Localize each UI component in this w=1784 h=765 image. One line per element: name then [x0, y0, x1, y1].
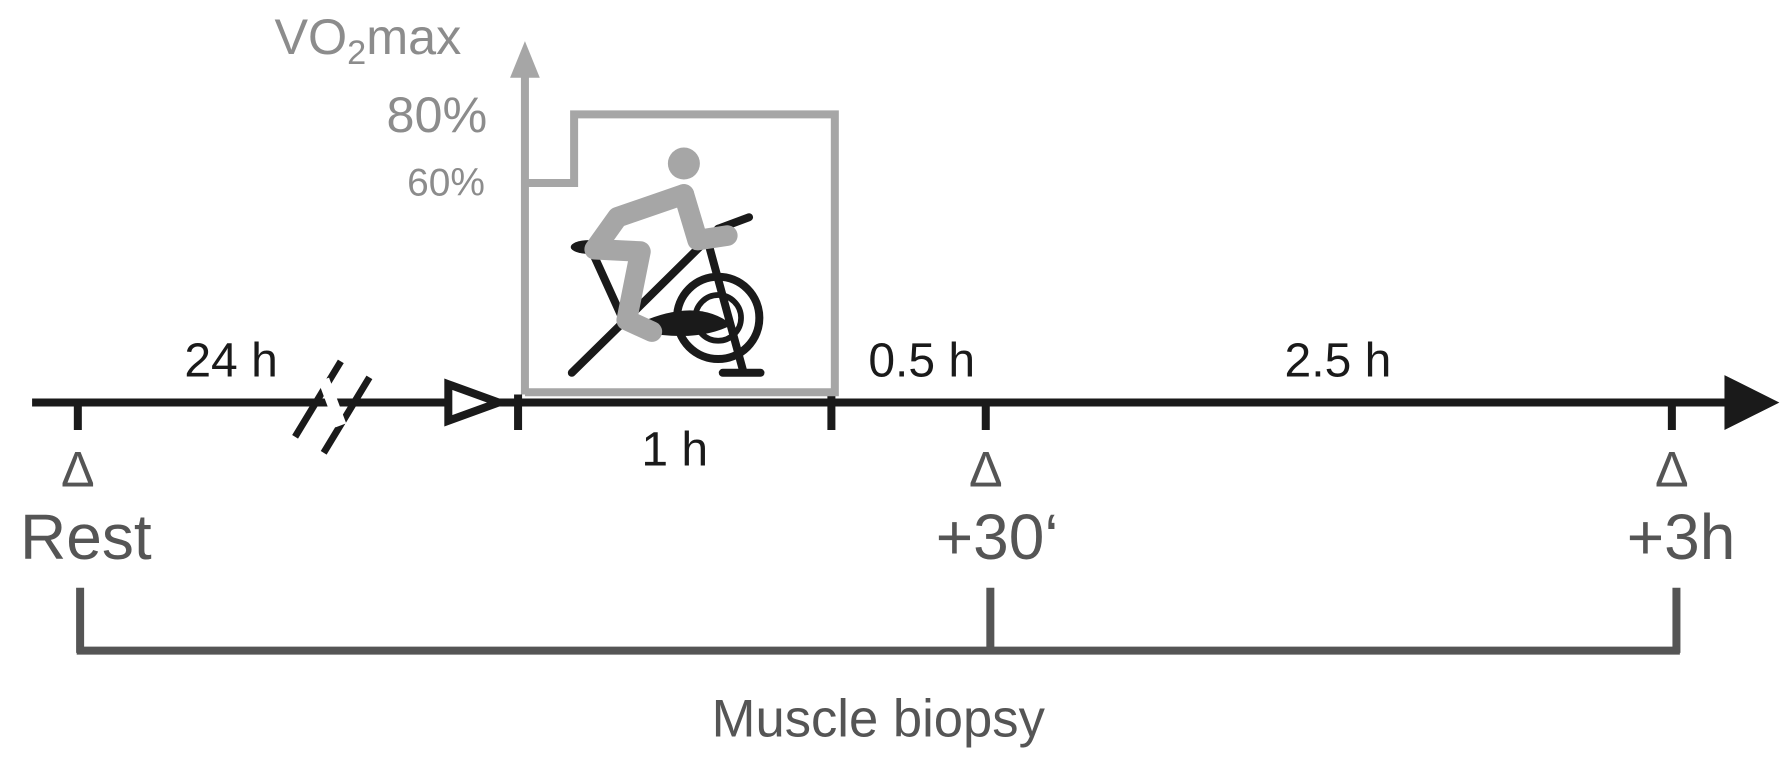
- time-marker: Δ: [969, 441, 1003, 498]
- time-label: +30‘: [936, 501, 1059, 573]
- axis-label-subscript: 2: [347, 34, 366, 72]
- bracket-label: Muscle biopsy: [712, 690, 1046, 749]
- interval-label: 2.5 h: [1285, 334, 1392, 387]
- interval-label: 0.5 h: [868, 334, 975, 387]
- axis-label-suffix: max: [366, 8, 461, 65]
- biopsy-bracket: [76, 587, 1681, 655]
- timeline: [32, 359, 1780, 455]
- intensity-profile: [510, 41, 839, 397]
- axis-label-main: VO: [275, 8, 348, 65]
- time-marker: Δ: [61, 441, 95, 498]
- cyclist-icon: [567, 147, 765, 377]
- time-marker: Δ: [1655, 441, 1689, 498]
- time-label: Rest: [20, 501, 152, 573]
- level-label: 80%: [387, 86, 488, 143]
- time-label: +3h: [1627, 501, 1736, 573]
- interval-label: 1 h: [641, 424, 708, 477]
- interval-label: 24 h: [184, 334, 277, 387]
- axis-label: VO2max: [275, 8, 462, 71]
- level-label: 60%: [407, 162, 485, 205]
